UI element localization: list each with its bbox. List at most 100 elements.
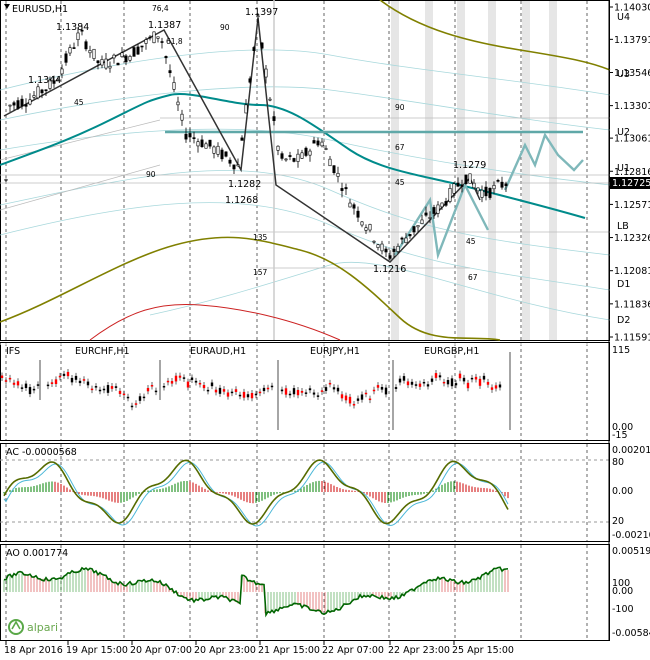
swing-label: 1.1282: [228, 179, 261, 190]
svg-text:EURUSD,H1: EURUSD,H1: [12, 4, 68, 15]
ifs-bar: [166, 380, 170, 383]
chevron-down-icon: [4, 4, 10, 9]
ao-title: AO 0.001774: [6, 548, 68, 559]
ifs-bar: [174, 375, 178, 382]
ifs-panel[interactable]: [0, 342, 610, 441]
time-tick-label: 18 Apr 2016: [4, 645, 63, 656]
forecast-line: [393, 182, 490, 260]
candle-body: [404, 237, 408, 244]
ifs-bar: [490, 387, 494, 390]
candle-body: [64, 53, 68, 63]
candle-body: [176, 101, 180, 106]
candle-body: [72, 47, 76, 49]
future-shade: [488, 1, 496, 340]
price-tick-label: 1.13791: [614, 35, 650, 46]
ifs-bar: [98, 389, 102, 392]
fib-label: 67: [468, 273, 478, 282]
candle-body: [468, 173, 472, 184]
candle-body: [440, 202, 444, 208]
candle-body: [384, 248, 388, 253]
lower-envelope: [0, 236, 501, 341]
candle-body: [388, 255, 392, 259]
level-label: LB: [617, 221, 629, 232]
ifs-bar: [86, 381, 90, 386]
ifs-bar: [348, 396, 352, 404]
ifs-bar: [126, 396, 130, 399]
time-axis: 18 Apr 2016 19 Apr 15:00 20 Apr 07:00 20 Ap…: [4, 641, 514, 656]
candle-body: [24, 104, 28, 107]
candle-body: [444, 201, 448, 206]
ifs-bar: [130, 405, 134, 408]
ifs-bar: [446, 380, 450, 385]
ifs-bar: [46, 384, 50, 387]
ifs-bar: [202, 385, 206, 389]
ao-line: [3, 566, 509, 618]
price-tick-label: 1.12816: [614, 167, 650, 178]
ifs-bar: [340, 394, 344, 399]
candle-body: [380, 243, 384, 252]
candle-body: [416, 225, 420, 228]
ifs-bar: [470, 377, 474, 380]
candle-body: [212, 146, 216, 154]
candle-body: [284, 158, 288, 161]
candle-body: [492, 185, 496, 190]
ifs-bar: [210, 382, 214, 387]
candle-body: [20, 98, 24, 107]
ifs-bar: [482, 375, 486, 380]
ifs-bar: [364, 392, 368, 395]
level-label: U2: [617, 127, 630, 138]
fan-line: [0, 119, 161, 161]
ifs-bar: [142, 396, 146, 399]
ao-tick: 0.00519: [612, 546, 650, 557]
ifs-bar: [20, 387, 24, 389]
candle-body: [84, 41, 88, 50]
ifs-bar: [198, 382, 202, 385]
candle-body: [168, 70, 172, 74]
ao-tick: -100: [612, 604, 634, 615]
ifs-bar: [328, 382, 332, 385]
sub-axes: 1150.00-150.002015800.0020-0.0021060.005…: [612, 345, 650, 639]
ifs-bar: [406, 381, 410, 386]
candle-body: [164, 56, 168, 59]
ifs-bar: [462, 377, 466, 382]
candle-body: [148, 36, 152, 39]
ifs-bar: [162, 385, 166, 388]
ifs-bar: [178, 375, 182, 378]
candle-body: [216, 145, 220, 155]
candle-body: [88, 50, 92, 54]
ifs-pair-label: EURAUD,H1: [190, 346, 246, 357]
time-tick-label: 22 Apr 07:00: [322, 645, 384, 656]
ifs-bar: [226, 392, 230, 397]
price-tick-label: 1.11591: [614, 333, 650, 344]
candle-body: [472, 182, 476, 189]
candle-body: [320, 141, 324, 147]
ac-panel[interactable]: [0, 443, 610, 542]
price-tick-label: 1.13546: [614, 68, 650, 79]
ao-tick: -0.00584: [612, 628, 650, 639]
ao-indicator: [3, 566, 509, 618]
ifs-bar: [402, 376, 406, 381]
ifs-bar: [442, 381, 446, 384]
ifs-bar: [296, 389, 300, 396]
ao-panel[interactable]: [0, 544, 610, 641]
level-label: U4: [617, 12, 630, 23]
fib-label: 67: [395, 143, 405, 152]
candle-body: [200, 139, 204, 148]
candle-body: [408, 234, 412, 237]
ifs-bar: [262, 387, 266, 392]
candle-body: [368, 224, 372, 231]
candle-body: [136, 46, 140, 55]
candle-body: [172, 82, 176, 90]
ifs-bar: [90, 388, 94, 391]
ifs-tick: -15: [612, 430, 628, 441]
candle-body: [464, 174, 468, 184]
price-tick-label: 1.12571: [614, 200, 650, 211]
ifs-bar: [194, 380, 198, 383]
ifs-tick: 115: [612, 345, 630, 356]
candle-body: [488, 187, 492, 198]
channel-line: [0, 86, 611, 131]
ifs-bar: [118, 390, 122, 394]
candle-body: [8, 104, 12, 107]
future-shade: [425, 1, 433, 340]
